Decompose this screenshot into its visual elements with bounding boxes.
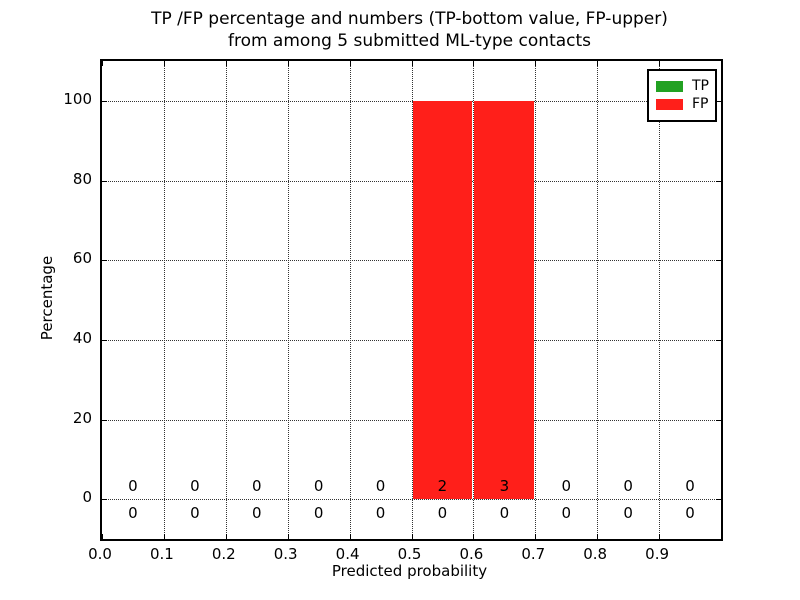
- y-tick-mark-right: [716, 499, 721, 501]
- legend-label: TP: [692, 78, 709, 94]
- x-tick-mark: [535, 534, 537, 539]
- chart-title-line1: TP /FP percentage and numbers (TP-bottom…: [151, 9, 668, 29]
- x-tick-mark-top: [287, 61, 289, 66]
- x-tick-label: 0.8: [583, 545, 608, 563]
- x-tick-mark: [597, 534, 599, 539]
- x-tick-mark: [473, 534, 475, 539]
- x-tick-mark-top: [597, 61, 599, 66]
- gridline-vertical: [349, 61, 351, 539]
- fp-count-label: 2: [437, 477, 448, 496]
- y-tick-mark-right: [716, 260, 721, 262]
- tp-swatch-icon: [656, 81, 683, 92]
- bar-fp: [412, 100, 473, 500]
- tp-count-label: 0: [437, 504, 448, 523]
- fp-count-label: 0: [375, 477, 386, 496]
- fp-count-label: 0: [190, 477, 200, 496]
- x-tick-mark-top: [102, 61, 103, 66]
- x-tick-mark-top: [225, 61, 227, 66]
- y-tick-mark: [102, 100, 107, 102]
- x-tick-mark: [411, 534, 413, 539]
- x-tick-mark: [349, 534, 351, 539]
- tp-count-label: 0: [190, 504, 200, 523]
- y-axis-label: Percentage: [38, 255, 56, 341]
- x-tick-label: 0.6: [459, 545, 484, 563]
- fp-count-label: 0: [251, 477, 262, 496]
- x-tick-mark-top: [411, 61, 413, 66]
- x-tick-mark-top: [349, 61, 351, 66]
- gridline-vertical: [473, 61, 475, 539]
- fp-swatch-icon: [656, 99, 683, 110]
- y-tick-mark: [102, 499, 107, 501]
- tp-count-label: 0: [623, 504, 633, 523]
- x-tick-label: 0.2: [211, 545, 236, 563]
- y-tick-mark-right: [716, 419, 721, 421]
- legend: TP FP: [647, 69, 717, 122]
- y-tick-mark-right: [716, 339, 721, 341]
- y-tick-mark: [102, 260, 107, 262]
- x-tick-label: 0.9: [645, 545, 670, 563]
- y-tick-label: 100: [63, 89, 92, 108]
- tp-count-label: 0: [685, 504, 695, 523]
- y-tick-label: 40: [72, 328, 92, 347]
- y-tick-label: 0: [82, 488, 92, 507]
- x-tick-mark-top: [473, 61, 475, 66]
- tp-count-label: 0: [313, 504, 324, 523]
- x-tick-label: 0.1: [149, 545, 174, 563]
- y-tick-mark: [102, 339, 107, 341]
- x-tick-mark: [225, 534, 227, 539]
- gridline-vertical: [287, 61, 289, 539]
- tp-count-label: 0: [561, 504, 572, 523]
- tp-count-label: 0: [375, 504, 386, 523]
- x-tick-mark-top: [659, 61, 661, 66]
- y-tick-mark-right: [716, 180, 721, 182]
- bar-fp: [474, 100, 535, 500]
- chart-title: TP /FP percentage and numbers (TP-bottom…: [100, 8, 719, 52]
- tp-count-label: 0: [499, 504, 510, 523]
- fp-count-label: 0: [685, 477, 695, 496]
- y-tick-mark-right: [716, 100, 721, 102]
- x-tick-mark: [102, 534, 103, 539]
- legend-item-tp: TP: [656, 79, 715, 94]
- x-tick-mark: [163, 534, 165, 539]
- x-tick-label: 0.4: [335, 545, 360, 563]
- fp-count-label: 0: [128, 477, 138, 496]
- gridline-vertical: [225, 61, 227, 539]
- chart-title-line2: from among 5 submitted ML-type contacts: [227, 31, 592, 51]
- legend-item-fp: FP: [656, 97, 715, 112]
- gridline-vertical: [597, 61, 599, 539]
- y-tick-mark: [102, 180, 107, 182]
- y-tick-label: 80: [72, 169, 92, 188]
- fp-count-label: 0: [313, 477, 324, 496]
- x-tick-label: 0.7: [521, 545, 546, 563]
- x-axis-label: Predicted probability: [331, 562, 488, 580]
- x-tick-label: 0.5: [397, 545, 422, 563]
- y-tick-mark: [102, 419, 107, 421]
- gridline-vertical: [411, 61, 413, 539]
- x-tick-label: 0.0: [88, 545, 112, 563]
- legend-label: FP: [692, 96, 709, 112]
- tp-count-label: 0: [128, 504, 138, 523]
- fp-count-label: 0: [623, 477, 633, 496]
- y-tick-label: 20: [72, 408, 92, 427]
- x-tick-mark-top: [535, 61, 537, 66]
- plot-area: TP FP 0 0 0 0 0 0 0 0 0 0 0 0 0 0 0 2 3 0 0 0: [100, 59, 723, 541]
- x-tick-mark: [659, 534, 661, 539]
- y-tick-label: 60: [72, 249, 92, 268]
- x-tick-mark: [287, 534, 289, 539]
- x-tick-label: 0.3: [273, 545, 298, 563]
- gridline-vertical: [535, 61, 537, 539]
- fp-count-label: 3: [499, 477, 510, 496]
- fp-count-label: 0: [561, 477, 572, 496]
- gridline-vertical: [163, 61, 165, 539]
- x-tick-mark-top: [163, 61, 165, 66]
- gridline-vertical: [659, 61, 661, 539]
- tp-count-label: 0: [251, 504, 262, 523]
